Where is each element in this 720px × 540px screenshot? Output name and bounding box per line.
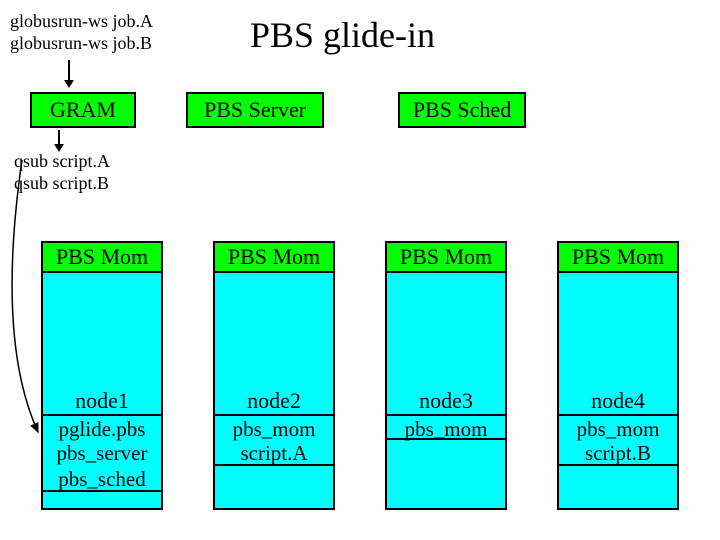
gram-label: GRAM bbox=[50, 97, 116, 123]
qsub-line-1: qsub script.A bbox=[14, 150, 110, 172]
node-2-proc-2: script.A bbox=[213, 440, 335, 466]
arrow-gram-qsub bbox=[58, 130, 60, 146]
node-4-proc-1: pbs_mom bbox=[557, 414, 679, 440]
node-1-proc-1: pglide.pbs bbox=[41, 414, 163, 440]
gram-box: GRAM bbox=[30, 92, 136, 128]
node-name-3: node3 bbox=[385, 388, 507, 414]
pbs-mom-box-3: PBS Mom bbox=[385, 241, 507, 273]
node-name-1: node1 bbox=[41, 388, 163, 414]
node-1-proc-2: pbs_server bbox=[41, 440, 163, 466]
globus-line-2: globusrun-ws job.B bbox=[10, 32, 153, 54]
pbs-sched-box: PBS Sched bbox=[398, 92, 526, 128]
pbs-mom-box-1: PBS Mom bbox=[41, 241, 163, 273]
pbs-server-box: PBS Server bbox=[186, 92, 324, 128]
pbs-mom-box-4: PBS Mom bbox=[557, 241, 679, 273]
qsub-line-2: qsub script.B bbox=[14, 172, 110, 194]
globus-cmds: globusrun-ws job.A globusrun-ws job.B bbox=[10, 10, 153, 54]
pbs-mom-box-2: PBS Mom bbox=[213, 241, 335, 273]
node-name-4: node4 bbox=[557, 388, 679, 414]
node-1-proc-3: pbs_sched bbox=[41, 466, 163, 492]
globus-line-1: globusrun-ws job.A bbox=[10, 10, 153, 32]
node-4-proc-2: script.B bbox=[557, 440, 679, 466]
node-2-proc-1: pbs_mom bbox=[213, 414, 335, 440]
pbs-sched-label: PBS Sched bbox=[413, 97, 511, 123]
pbs-server-label: PBS Server bbox=[204, 97, 306, 123]
qsub-cmds: qsub script.A qsub script.B bbox=[14, 150, 110, 194]
node-name-2: node2 bbox=[213, 388, 335, 414]
node-3-proc-1: pbs_mom bbox=[385, 414, 507, 440]
arrow-globus-gram bbox=[68, 60, 70, 82]
page-title: PBS glide-in bbox=[250, 14, 435, 56]
